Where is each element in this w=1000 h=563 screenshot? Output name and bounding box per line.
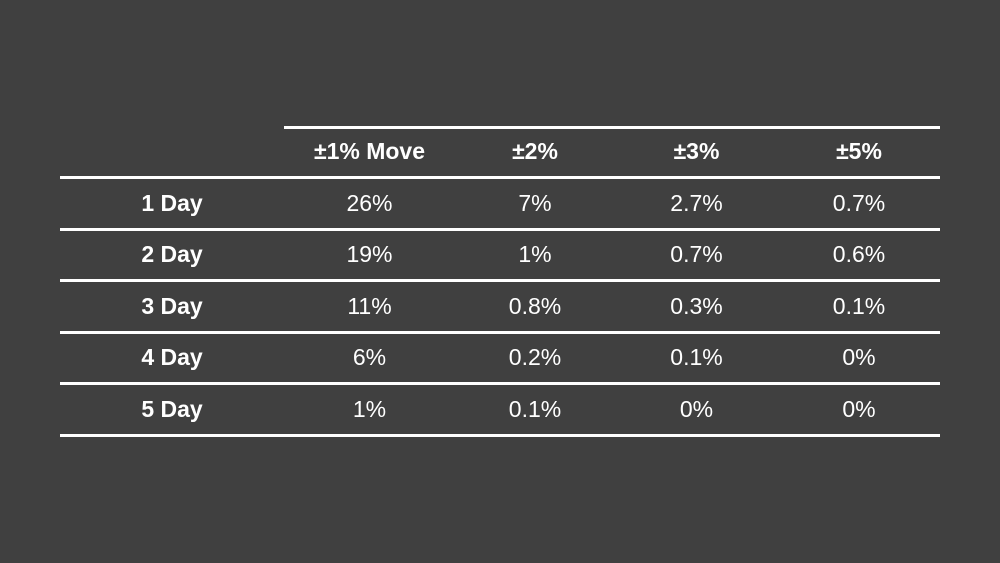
table-cell: 26%	[346, 189, 393, 216]
table-cell: 0.2%	[508, 344, 562, 371]
table-cell: 11%	[347, 292, 392, 319]
table-cell: 2.7%	[670, 189, 723, 216]
table-cell: 0.8%	[508, 292, 562, 319]
probability-table: ±1% Move ±2% ±3% ±5% 1 Day 26% 7% 2.7% 0…	[60, 126, 940, 437]
row-label: 4 Day	[141, 344, 203, 371]
table-bottom-rule	[60, 433, 940, 437]
table-row: 2 Day 19% 1% 0.7% 0.6%	[60, 229, 940, 282]
header-cell-2pct: ±2%	[512, 138, 558, 165]
table-cell: 7%	[518, 189, 552, 216]
table-cell: 0%	[842, 395, 876, 422]
table-cell: 0%	[842, 344, 876, 371]
table-cell: 0.6%	[832, 241, 886, 268]
row-label: 1 Day	[141, 189, 203, 216]
row-divider	[60, 227, 940, 231]
row-label: 3 Day	[141, 292, 203, 319]
row-label: 5 Day	[141, 395, 203, 422]
header-cell-1pct: ±1% Move	[313, 138, 426, 165]
table-cell: 0.3%	[670, 292, 723, 319]
header-top-rule	[284, 126, 940, 129]
row-divider	[60, 382, 940, 385]
row-divider	[60, 330, 940, 334]
table-cell: 0%	[679, 395, 714, 422]
header-cell-3pct: ±3%	[673, 138, 720, 165]
table-cell: 0.1%	[832, 292, 886, 319]
header-cell-5pct: ±5%	[836, 138, 882, 165]
row-divider	[60, 279, 940, 282]
table-cell: 19%	[346, 241, 393, 268]
table-cell: 1%	[518, 241, 552, 268]
table-cell: 0.1%	[670, 344, 723, 371]
table-cell: 0.7%	[832, 189, 886, 216]
header-cell-empty	[60, 126, 284, 178]
table-cell: 0.7%	[670, 241, 723, 268]
table-row: 5 Day 1% 0.1% 0% 0%	[60, 384, 940, 437]
table-cell: 0.1%	[508, 395, 562, 422]
row-label: 2 Day	[141, 241, 203, 268]
table-cell: 6%	[352, 344, 387, 371]
row-divider	[60, 176, 940, 179]
table-row: 3 Day 11% 0.8% 0.3% 0.1%	[60, 281, 940, 334]
table-cell: 1%	[352, 395, 387, 422]
table-header-row: ±1% Move ±2% ±3% ±5%	[60, 126, 940, 179]
table-row: 1 Day 26% 7% 2.7% 0.7%	[60, 178, 940, 231]
table-row: 4 Day 6% 0.2% 0.1% 0%	[60, 332, 940, 385]
